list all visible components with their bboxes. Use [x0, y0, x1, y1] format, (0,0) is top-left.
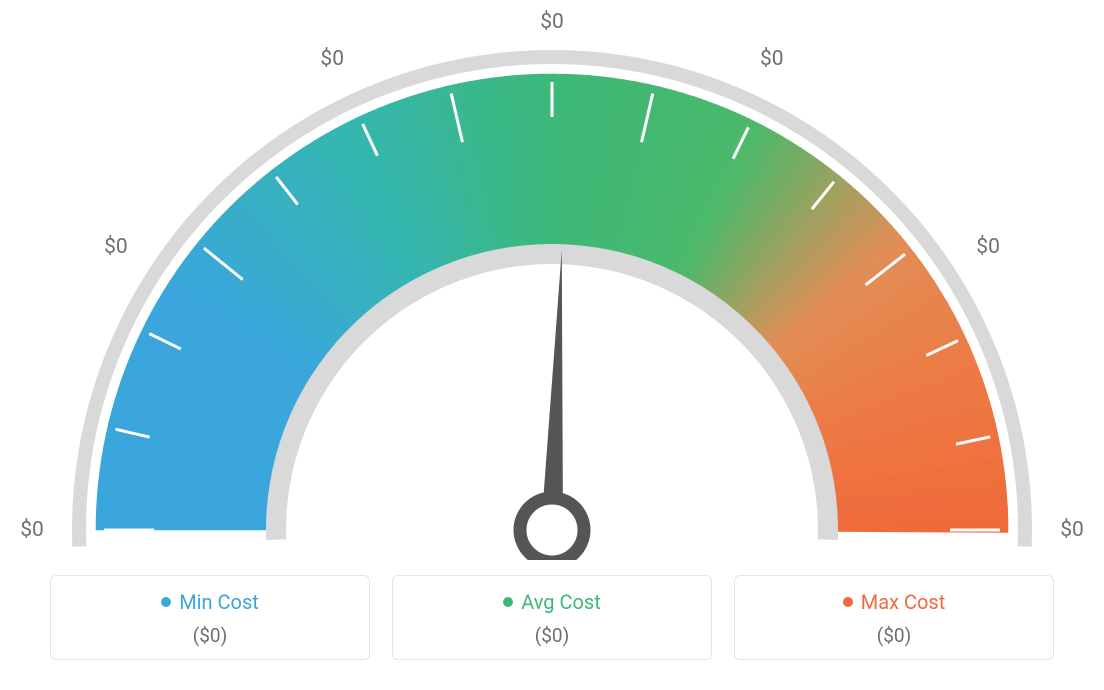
gauge-tick-label: $0	[320, 47, 344, 71]
legend-title-max: Max Cost	[843, 590, 946, 614]
gauge-tick-label: $0	[760, 47, 784, 71]
legend-card-avg: Avg Cost ($0)	[392, 575, 712, 660]
gauge-tick-label: $0	[540, 10, 564, 34]
gauge-chart: $0 $0 $0 $0 $0 $0 $0	[0, 0, 1104, 560]
legend-title-min: Min Cost	[161, 590, 259, 614]
gauge-tick-label: $0	[1060, 518, 1084, 542]
gauge-tick-label: $0	[104, 235, 128, 259]
legend-value-avg: ($0)	[401, 624, 703, 647]
dot-icon	[843, 597, 853, 607]
legend-label-avg: Avg Cost	[521, 590, 601, 614]
legend-title-avg: Avg Cost	[503, 590, 601, 614]
legend-value-min: ($0)	[59, 624, 361, 647]
legend-label-max: Max Cost	[861, 590, 946, 614]
gauge-svg	[0, 0, 1104, 560]
gauge-tick-label: $0	[20, 518, 44, 542]
legend-value-max: ($0)	[743, 624, 1045, 647]
legend-label-min: Min Cost	[179, 590, 259, 614]
legend-row: Min Cost ($0) Avg Cost ($0) Max Cost ($0…	[0, 575, 1104, 660]
dot-icon	[503, 597, 513, 607]
gauge-tick-label: $0	[976, 235, 1000, 259]
legend-card-min: Min Cost ($0)	[50, 575, 370, 660]
dot-icon	[161, 597, 171, 607]
legend-card-max: Max Cost ($0)	[734, 575, 1054, 660]
